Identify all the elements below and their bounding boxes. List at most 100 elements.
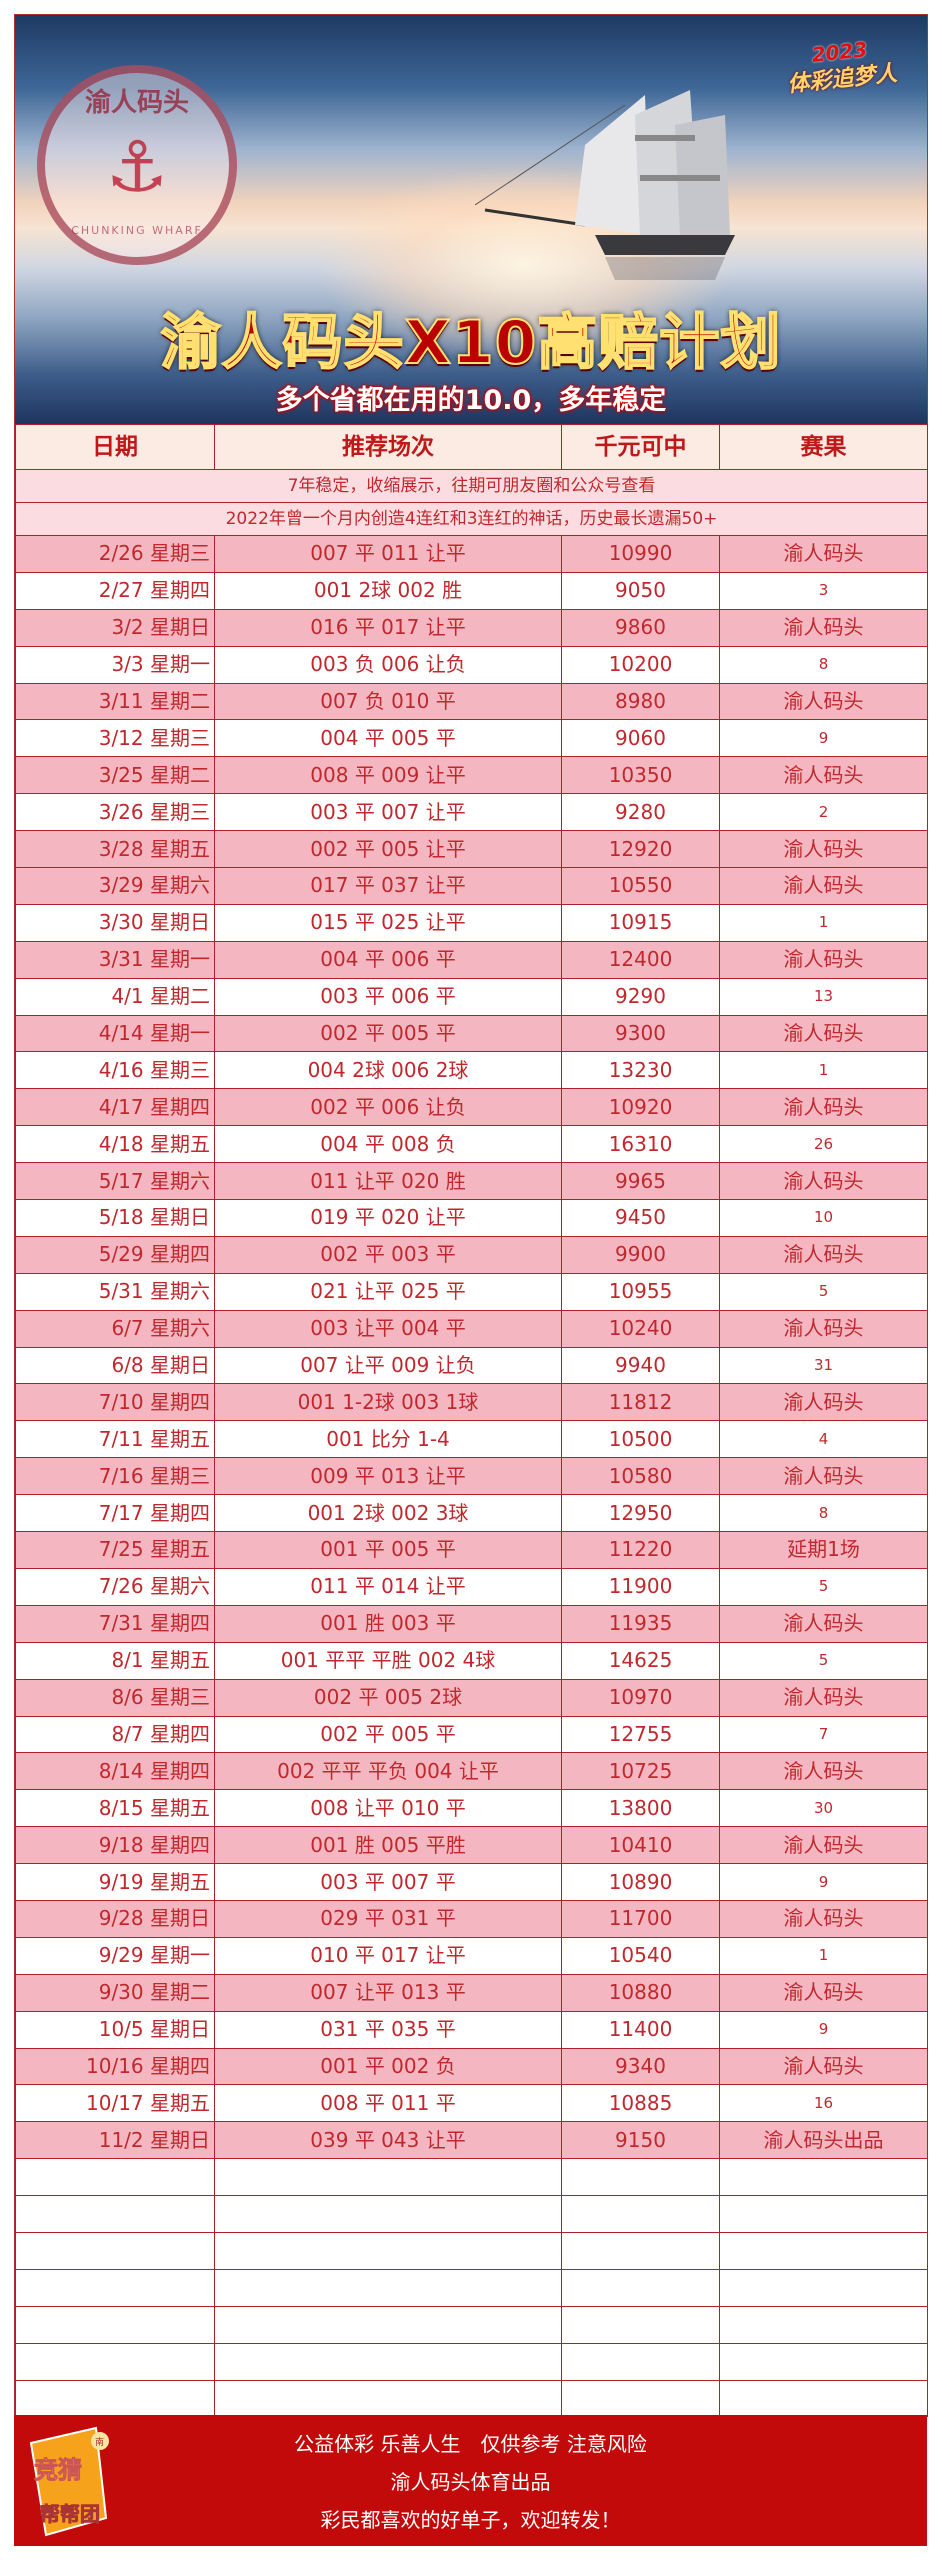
table-row: 7/26 星期六 011 平 014 让平 11900 5 [15, 1567, 928, 1606]
cell-recommendation: 003 平 007 让平 [214, 793, 562, 832]
cell-payout: 9965 [561, 1162, 720, 1201]
cell-payout: 10955 [561, 1272, 720, 1311]
cell-result: 渝人码头 [719, 2047, 928, 2086]
cell-recommendation: 001 比分 1-4 [214, 1420, 562, 1459]
empty-cell [719, 2195, 928, 2233]
table-row: 2/26 星期三 007 平 011 让平 10990 渝人码头 [15, 535, 928, 573]
table-row: 2/27 星期四 001 2球 002 胜 9050 3 [15, 571, 928, 610]
cell-recommendation: 003 平 006 平 [214, 977, 562, 1016]
table-row: 9/30 星期二 007 让平 013 平 10880 渝人码头 [15, 1973, 928, 2012]
cell-recommendation: 002 平 005 平 [214, 1715, 562, 1754]
empty-cell [15, 2268, 215, 2307]
header-payout: 千元可中 [561, 424, 720, 470]
page-frame: 渝人码头 ⚓ CHUNKING WHARF 2023 体彩追梦人 渝人码头X10… [14, 14, 928, 2418]
cell-recommendation: 004 平 005 平 [214, 719, 562, 758]
cell-date: 3/11 星期二 [15, 682, 215, 721]
cell-result: 渝人码头 [719, 867, 928, 905]
svg-text:帮帮团: 帮帮团 [40, 2502, 100, 2526]
cell-result: 渝人码头 [719, 535, 928, 573]
cell-payout: 16310 [561, 1125, 720, 1164]
empty-row [15, 2158, 928, 2197]
cell-recommendation: 001 胜 005 平胜 [214, 1826, 562, 1865]
cell-date: 10/17 星期五 [15, 2084, 215, 2123]
cell-result: 1 [719, 903, 928, 942]
note-text: 2022年曾一个月内创造4连红和3连红的神话，历史最长遗漏50+ [15, 502, 928, 536]
cell-result: 4 [719, 1420, 928, 1459]
cell-recommendation: 001 胜 003 平 [214, 1604, 562, 1643]
cell-recommendation: 004 平 008 负 [214, 1125, 562, 1164]
cell-recommendation: 021 让平 025 平 [214, 1272, 562, 1311]
cell-date: 4/17 星期四 [15, 1088, 215, 1127]
cell-payout: 10915 [561, 903, 720, 942]
cell-payout: 12400 [561, 940, 720, 979]
brand-seal-logo: 渝人码头 ⚓ CHUNKING WHARF [37, 65, 237, 265]
cell-date: 3/2 星期日 [15, 608, 215, 647]
seal-subtext: CHUNKING WHARF [71, 224, 203, 237]
cell-result: 9 [719, 1863, 928, 1901]
cell-date: 3/26 星期三 [15, 793, 215, 832]
cell-date: 5/18 星期日 [15, 1199, 215, 1237]
sailing-ship-image [475, 90, 735, 280]
empty-cell [561, 2379, 720, 2418]
cell-result: 5 [719, 1272, 928, 1311]
cell-result: 渝人码头 [719, 1383, 928, 1422]
cell-date: 10/16 星期四 [15, 2047, 215, 2086]
cell-result: 2 [719, 793, 928, 832]
cell-date: 3/12 星期三 [15, 719, 215, 758]
table-row: 4/18 星期五 004 平 008 负 16310 26 [15, 1125, 928, 1164]
cell-date: 10/5 星期日 [15, 2010, 215, 2049]
cell-recommendation: 015 平 025 让平 [214, 903, 562, 942]
cell-recommendation: 039 平 043 让平 [214, 2121, 562, 2160]
cell-result: 渝人码头 [719, 1088, 928, 1127]
cell-result: 5 [719, 1641, 928, 1680]
cell-result: 9 [719, 719, 928, 758]
cell-result: 9 [719, 2010, 928, 2049]
table-row: 8/7 星期四 002 平 005 平 12755 7 [15, 1715, 928, 1754]
cell-date: 8/15 星期五 [15, 1789, 215, 1828]
empty-cell [214, 2379, 562, 2418]
empty-cell [214, 2158, 562, 2197]
cell-date: 4/18 星期五 [15, 1125, 215, 1164]
cell-recommendation: 001 平 002 负 [214, 2047, 562, 2086]
cell-recommendation: 017 平 037 让平 [214, 867, 562, 905]
note-text: 7年稳定，收缩展示，往期可朋友圈和公众号查看 [15, 469, 928, 503]
footer-line: 彩民都喜欢的好单子，欢迎转发！ [320, 2508, 621, 2532]
table-row: 3/3 星期一 003 负 006 让负 10200 8 [15, 645, 928, 684]
cell-payout: 10725 [561, 1752, 720, 1791]
cell-payout: 12950 [561, 1494, 720, 1533]
empty-cell [719, 2305, 928, 2344]
cell-date: 3/30 星期日 [15, 903, 215, 942]
cell-payout: 12755 [561, 1715, 720, 1754]
table-row: 7/10 星期四 001 1-2球 003 1球 11812 渝人码头 [15, 1383, 928, 1422]
cell-recommendation: 002 平 005 2球 [214, 1678, 562, 1717]
empty-cell [214, 2231, 562, 2270]
seal-text: 渝人码头 [84, 88, 189, 118]
cell-result: 渝人码头出品 [719, 2121, 928, 2160]
table-row: 3/26 星期三 003 平 007 让平 9280 2 [15, 793, 928, 832]
cell-recommendation: 008 平 009 让平 [214, 756, 562, 795]
cell-payout: 9340 [561, 2047, 720, 2086]
table-row: 10/5 星期日 031 平 035 平 11400 9 [15, 2010, 928, 2049]
empty-cell [15, 2158, 215, 2197]
cell-payout: 9450 [561, 1199, 720, 1237]
cell-result: 渝人码头 [719, 1235, 928, 1274]
cell-result: 7 [719, 1715, 928, 1754]
cell-result: 渝人码头 [719, 608, 928, 647]
footer-banner: 竞猜 帮帮团 南 公益体彩 乐善人生 仅供参考 注意风险 渝人码头体育出品 彩民… [14, 2415, 927, 2546]
cell-recommendation: 001 1-2球 003 1球 [214, 1383, 562, 1422]
cell-result: 13 [719, 977, 928, 1016]
cell-recommendation: 002 平 006 让负 [214, 1088, 562, 1127]
cell-result: 渝人码头 [719, 1899, 928, 1938]
table-row: 4/16 星期三 004 2球 006 2球 13230 1 [15, 1051, 928, 1090]
cell-result: 30 [719, 1789, 928, 1828]
empty-row [15, 2305, 928, 2344]
cell-date: 6/7 星期六 [15, 1309, 215, 1348]
table-row: 8/1 星期五 001 平平 平胜 002 4球 14625 5 [15, 1641, 928, 1680]
table-row: 5/17 星期六 011 让平 020 胜 9965 渝人码头 [15, 1162, 928, 1201]
table-row: 9/29 星期一 010 平 017 让平 10540 1 [15, 1936, 928, 1975]
table-row: 9/18 星期四 001 胜 005 平胜 10410 渝人码头 [15, 1826, 928, 1865]
cell-payout: 11812 [561, 1383, 720, 1422]
cell-payout: 9150 [561, 2121, 720, 2160]
empty-cell [561, 2158, 720, 2197]
cell-payout: 10410 [561, 1826, 720, 1865]
